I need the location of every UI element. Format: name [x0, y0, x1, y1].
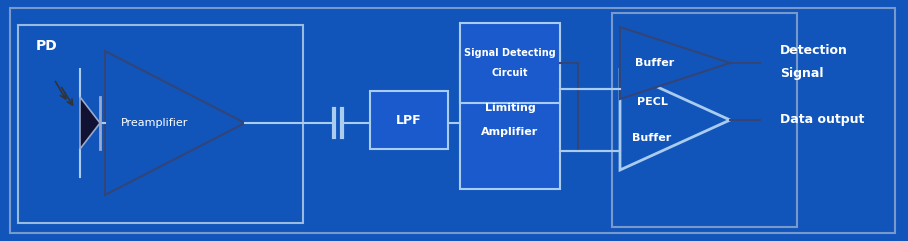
Text: Circuit: Circuit [492, 68, 528, 78]
Bar [612, 13, 797, 227]
Bar [460, 23, 560, 103]
Bar [18, 25, 303, 223]
Text: Preamplifier: Preamplifier [122, 118, 189, 128]
Text: Signal: Signal [780, 67, 824, 80]
Text: Detection: Detection [780, 45, 848, 58]
Text: Limiting: Limiting [485, 103, 536, 113]
Polygon shape [105, 51, 245, 195]
Text: Buffer: Buffer [636, 58, 675, 68]
Polygon shape [620, 70, 730, 170]
Text: LPF: LPF [396, 114, 422, 127]
Text: Data output: Data output [780, 114, 864, 127]
Bar [460, 51, 560, 189]
Text: Buffer: Buffer [632, 133, 672, 143]
Bar [370, 91, 448, 149]
Polygon shape [620, 27, 730, 99]
Text: PD: PD [36, 39, 58, 53]
Polygon shape [80, 97, 100, 149]
Text: PECL: PECL [637, 97, 667, 107]
Text: Signal Detecting: Signal Detecting [464, 48, 556, 58]
Text: Amplifier: Amplifier [481, 127, 538, 137]
